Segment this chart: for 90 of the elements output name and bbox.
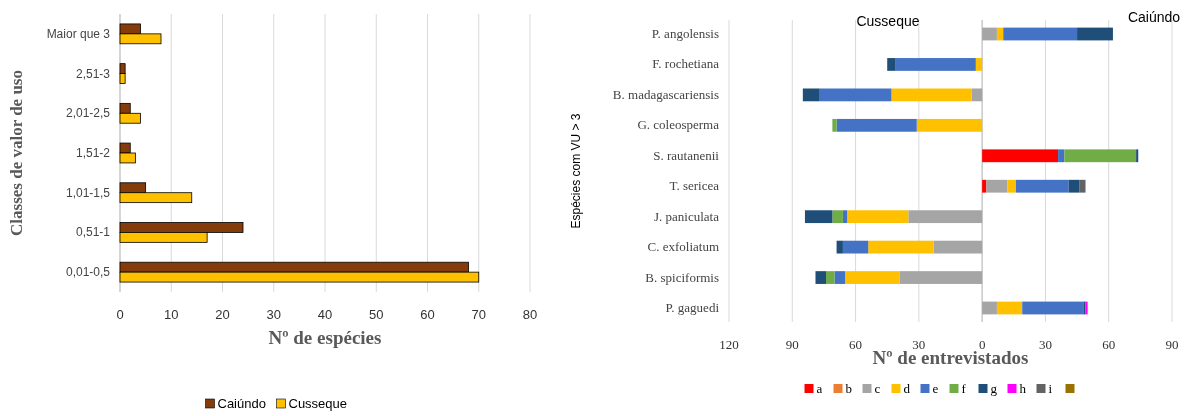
bar [819, 88, 892, 102]
bar [908, 210, 983, 224]
x-tick-label: 40 [317, 307, 333, 322]
bar [845, 271, 900, 284]
legend-label: b [845, 381, 852, 396]
x-tick-label: 60 [1102, 337, 1116, 352]
bar [847, 210, 909, 224]
x-tick-label: 10 [164, 307, 179, 322]
bar [804, 210, 833, 224]
bar [836, 118, 917, 132]
bar [895, 58, 976, 71]
x-tick-label: 70 [471, 307, 486, 322]
x-tick-label: 30 [1038, 337, 1052, 352]
y-tick-label: 2,51-3 [75, 66, 111, 81]
legend-label: d [903, 381, 911, 396]
y-tick-label: B. spiciformis [645, 269, 719, 285]
bar [986, 179, 1008, 193]
y-tick-label: 1,51-2 [75, 146, 111, 160]
bar [815, 271, 827, 284]
bar [982, 301, 997, 315]
x-tick-label: 0 [978, 337, 986, 352]
x-tick-label: 90 [785, 337, 799, 352]
bar [1007, 179, 1016, 193]
y-tick-label: C. exfoliatum [647, 239, 719, 255]
y-tick-label: S. rautanenii [653, 147, 720, 163]
y-tick-label: B. madagascariensis [612, 86, 719, 102]
legend-label: h [1019, 381, 1027, 396]
x-tick-label: 20 [215, 307, 230, 322]
annotation: Caiúndo [1127, 9, 1181, 25]
bar [1068, 179, 1080, 193]
bar [982, 27, 997, 41]
x-tick-label: 120 [719, 337, 739, 352]
x-tick-label: 30 [266, 307, 281, 322]
bar [996, 301, 1023, 315]
x-tick-label: 50 [369, 307, 384, 322]
bar [1003, 27, 1078, 41]
y-tick-label: 1,01-1,5 [65, 185, 111, 200]
legend-label: i [1048, 381, 1053, 396]
legend-label: a [816, 381, 823, 396]
bar [1022, 301, 1084, 315]
y-tick-label: 0,01-0,5 [65, 265, 111, 280]
y-tick-label: J. paniculata [654, 208, 720, 224]
x-axis-title: Nº de espécies [268, 327, 382, 348]
bar [891, 88, 972, 102]
bar [916, 118, 983, 132]
bar [842, 240, 869, 254]
bar [1077, 27, 1113, 41]
y-tick-label: 0,51-1 [75, 225, 111, 240]
annotation: Cusseque [856, 13, 920, 29]
legend-label: f [961, 381, 967, 396]
bar [982, 149, 1059, 163]
legend-label: Caiúndo [217, 396, 266, 411]
bar [1079, 179, 1086, 193]
bar [868, 240, 934, 254]
bar [802, 88, 820, 102]
legend-label: Cusseque [288, 396, 348, 411]
x-tick-label: 0 [116, 307, 124, 322]
bar [826, 271, 835, 284]
y-tick-label: P. gaguedi [665, 300, 720, 315]
y-tick-label: F. rochetiana [652, 56, 720, 72]
bar [832, 210, 843, 224]
bar [1064, 149, 1137, 163]
bar [1136, 149, 1139, 163]
y-axis-title: Classes de valor de uso [7, 70, 26, 236]
y-tick-label: P. angolensis [651, 26, 719, 41]
x-tick-label: 80 [522, 307, 538, 322]
x-tick-label: 90 [1165, 337, 1179, 352]
bar [899, 271, 983, 284]
bar [1015, 179, 1069, 193]
y-tick-label: 2,01-2,5 [65, 106, 111, 121]
bar [887, 58, 896, 71]
legend-label: c [874, 381, 881, 396]
bar [933, 240, 983, 254]
y-tick-label: T. sericea [669, 178, 720, 194]
y-tick-label: Maior que 3 [46, 26, 111, 41]
bar [836, 240, 843, 254]
x-tick-label: 60 [849, 337, 863, 352]
legend-label: e [932, 381, 939, 396]
bar [834, 271, 846, 284]
legend-label: g [990, 381, 998, 396]
x-tick-label: 60 [420, 307, 435, 322]
y-axis-title: Espécies com VU > 3 [569, 113, 583, 229]
bar [982, 179, 987, 193]
bar [975, 58, 983, 71]
y-tick-label: G. coleosperma [637, 117, 720, 133]
bar [842, 210, 848, 224]
bar [971, 88, 983, 102]
x-tick-label: 30 [912, 337, 926, 352]
bar [832, 118, 837, 132]
bar [1058, 149, 1065, 163]
